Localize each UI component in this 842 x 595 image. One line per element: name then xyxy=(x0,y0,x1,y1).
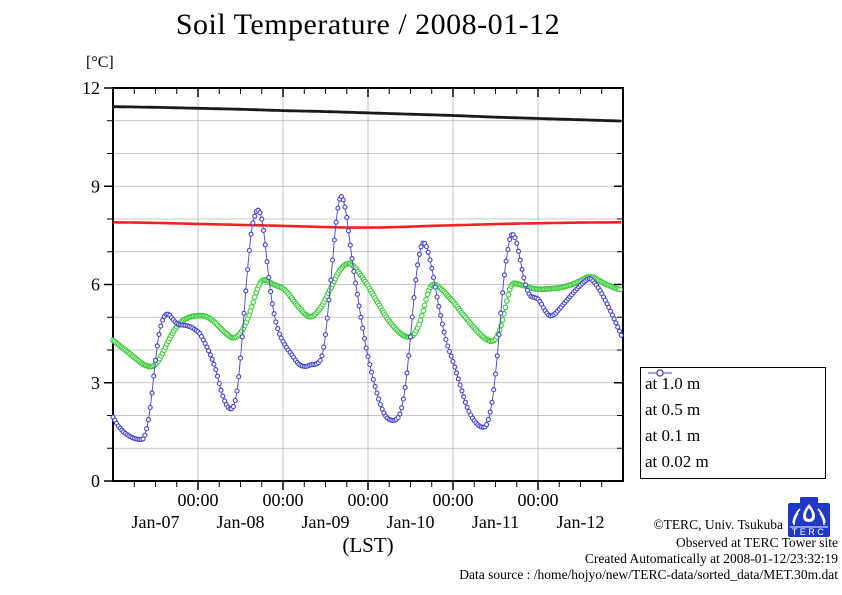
svg-text:Jan-12: Jan-12 xyxy=(557,512,605,532)
svg-text:TERC: TERC xyxy=(792,527,827,537)
legend-item: at 0.1 m xyxy=(641,369,825,449)
svg-text:00:00: 00:00 xyxy=(347,490,388,510)
svg-text:00:00: 00:00 xyxy=(432,490,473,510)
svg-text:9: 9 xyxy=(91,176,100,196)
svg-text:Jan-09: Jan-09 xyxy=(302,512,350,532)
y-axis-unit-label: [°C] xyxy=(86,54,114,71)
legend-marker-icon xyxy=(648,369,672,377)
svg-text:Jan-07: Jan-07 xyxy=(132,512,180,532)
legend-item-label: at 0.02 m xyxy=(645,452,709,471)
svg-text:Jan-10: Jan-10 xyxy=(387,512,435,532)
chart-title: Soil Temperature / 2008-01-12 xyxy=(175,8,561,41)
svg-text:Jan-11: Jan-11 xyxy=(472,512,519,532)
legend-item: at 0.5 m xyxy=(641,369,825,423)
legend-item-label: at 0.5 m xyxy=(645,400,701,419)
x-axis-label: (LST) xyxy=(342,533,394,557)
svg-text:12: 12 xyxy=(82,78,100,98)
svg-text:00:00: 00:00 xyxy=(262,490,303,510)
legend-item: at 0.02 m xyxy=(641,369,825,475)
legend: at 1.0 m at 0.5 m at 0.1 m at 0.02 m xyxy=(640,367,826,479)
svg-text:00:00: 00:00 xyxy=(517,490,558,510)
svg-text:3: 3 xyxy=(91,373,100,393)
created-timestamp-text: Created Automatically at 2008-01-12/23:3… xyxy=(584,551,838,566)
legend-item-label: at 0.1 m xyxy=(645,426,701,445)
svg-text:Jan-08: Jan-08 xyxy=(217,512,265,532)
svg-text:0: 0 xyxy=(91,471,100,491)
svg-text:00:00: 00:00 xyxy=(177,490,218,510)
legend-item-label: at 1.0 m xyxy=(645,374,701,393)
terc-logo: TERC xyxy=(788,497,830,537)
svg-text:6: 6 xyxy=(91,275,100,295)
data-source-text: Data source : /home/hojyo/new/TERC-data/… xyxy=(459,567,838,582)
observed-site-text: Observed at TERC Tower site xyxy=(675,535,838,550)
copyright-text: ©TERC, Univ. Tsukuba xyxy=(653,517,783,532)
